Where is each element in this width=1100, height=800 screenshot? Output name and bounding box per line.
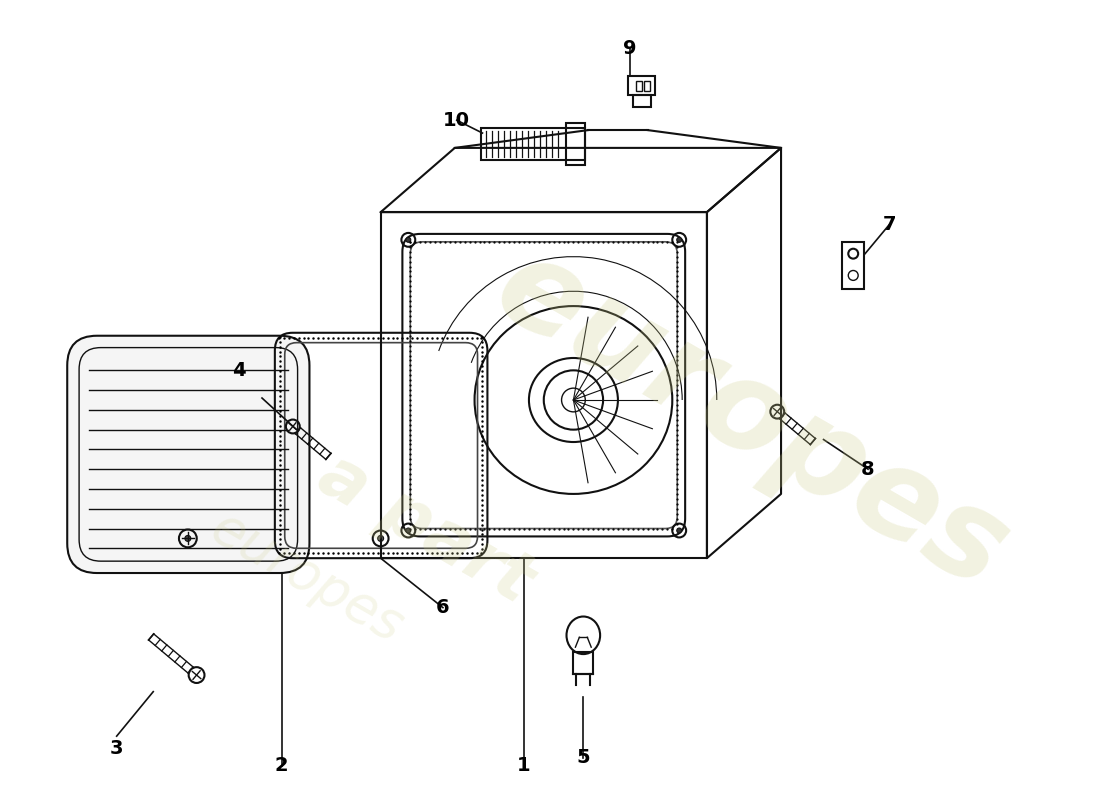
Circle shape: [676, 238, 682, 242]
Circle shape: [676, 528, 682, 533]
Circle shape: [377, 535, 384, 542]
Circle shape: [185, 535, 190, 542]
Text: europes: europes: [474, 225, 1028, 614]
Bar: [573, 652, 593, 674]
Circle shape: [406, 238, 410, 242]
Bar: [636, 81, 641, 90]
Text: 9: 9: [623, 38, 637, 58]
Bar: [632, 95, 650, 107]
Bar: [565, 123, 585, 165]
Text: 2: 2: [275, 756, 288, 775]
Text: europes: europes: [201, 502, 411, 654]
Bar: [628, 76, 656, 95]
Text: 8: 8: [861, 460, 875, 478]
Text: 3: 3: [110, 738, 123, 758]
Text: 6: 6: [436, 598, 450, 617]
Text: a part: a part: [307, 441, 543, 616]
Text: 4: 4: [232, 361, 246, 380]
Text: 5: 5: [576, 748, 590, 767]
Bar: [644, 81, 650, 90]
Text: 7: 7: [883, 214, 896, 234]
Bar: [843, 242, 865, 290]
Circle shape: [406, 528, 410, 533]
Text: 10: 10: [443, 110, 471, 130]
Text: 1: 1: [517, 756, 531, 775]
Bar: [482, 128, 585, 160]
FancyBboxPatch shape: [67, 336, 309, 573]
